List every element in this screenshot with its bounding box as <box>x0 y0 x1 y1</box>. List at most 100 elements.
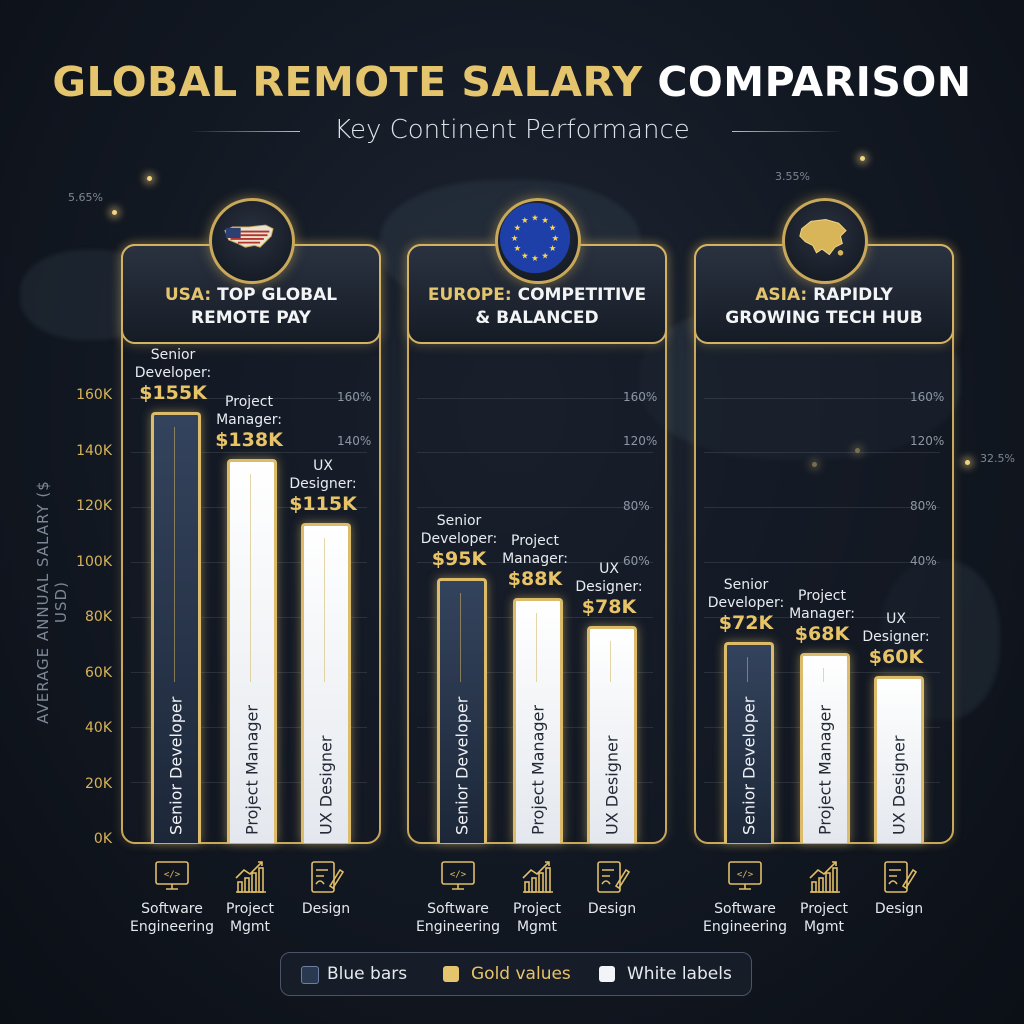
category-label: Project Mgmt <box>487 900 587 936</box>
panel-title: USA: TOP GLOBAL REMOTE PAY <box>123 284 379 330</box>
panel-title-accent: EUROPE: <box>427 285 512 305</box>
category-label-line: Software <box>714 901 776 917</box>
bar-label: UX Designer <box>602 735 622 835</box>
subtitle-divider-left <box>190 131 300 132</box>
category-label: Software Engineering <box>695 900 795 936</box>
category-label-line: Mgmt <box>516 919 558 935</box>
percent-label: 120% <box>623 434 658 448</box>
panel-usa: 160% 140% USA: TOP GLOBAL REMOTE PAY Senior… <box>121 198 381 844</box>
category-label-line: Project <box>800 901 848 917</box>
category-label: Software Engineering <box>122 900 222 936</box>
code-monitor-icon: </> <box>122 858 222 896</box>
percent-label: 40% <box>910 554 937 568</box>
grid-line <box>417 562 653 563</box>
category-label: Project Mgmt <box>200 900 300 936</box>
bar-role-label: Senior Developer: <box>701 576 791 612</box>
role-line: UX <box>886 610 906 627</box>
svg-text:★: ★ <box>514 243 521 253</box>
legend-swatch <box>301 966 319 984</box>
panel-title-accent: ASIA: <box>755 285 808 305</box>
bar-value-label: $60K <box>868 645 924 668</box>
page-title: GLOBAL REMOTE SALARY COMPARISON <box>0 58 1024 106</box>
bar-highlight <box>747 657 748 682</box>
category-label: Design <box>562 900 662 918</box>
bar-senior-developer: Senior Developer <box>151 411 201 843</box>
role-line: Senior <box>436 513 482 530</box>
svg-text:★: ★ <box>541 215 548 225</box>
code-monitor-icon: </> <box>695 858 795 896</box>
bar-label: UX Designer <box>316 735 336 835</box>
role-line: Designer: <box>862 628 930 645</box>
bar-value-label: $88K <box>507 567 563 590</box>
panel-europe: 160% 120% 80% 60% ★ ★ ★ ★ ★ ★ ★ ★ ★ ★ ★ ★ EUROPE: COMPET… <box>407 198 667 844</box>
role-line: Manager: <box>216 412 282 429</box>
bar-value-label: $155K <box>139 381 207 404</box>
glow-dot <box>860 156 865 161</box>
bar-highlight <box>536 612 537 682</box>
percent-label: 60% <box>623 554 650 568</box>
category-code-monitor: </> Software Engineering <box>695 858 795 936</box>
legend-label: Gold values <box>471 964 571 984</box>
role-line: Developer: <box>134 364 212 381</box>
category-design-document: Design <box>849 858 949 918</box>
svg-text:★: ★ <box>531 212 538 222</box>
bar-highlight <box>460 593 461 682</box>
panel-title-line2: & BALANCED <box>475 308 599 328</box>
role-line: Project <box>511 532 559 549</box>
bar-value-label: $138K <box>215 429 283 452</box>
subtitle-row: Key Continent Performance <box>0 113 1024 153</box>
grid-line <box>417 398 653 399</box>
panel-header: ASIA: RAPIDLY GROWING TECH HUB <box>694 198 954 344</box>
panel-title-rest: COMPETITIVE <box>517 285 647 305</box>
category-label: Design <box>276 900 376 918</box>
legend-label: White labels <box>627 964 732 984</box>
category-label-line: Engineering <box>130 919 214 935</box>
bar-role-label: UX Designer: <box>851 610 941 646</box>
y-tick-label: 60K <box>85 664 112 681</box>
category-growth-chart: Project Mgmt <box>487 858 587 936</box>
usa-map-icon <box>209 198 295 284</box>
legend: Blue bars Gold values White labels <box>280 952 752 996</box>
category-growth-chart: Project Mgmt <box>774 858 874 936</box>
category-label-line: Design <box>874 901 924 917</box>
category-label-line: Project <box>513 901 561 917</box>
bar-label: Project Manager <box>528 705 548 835</box>
panel-title-rest: RAPIDLY <box>813 285 893 305</box>
role-line: Designer: <box>575 578 643 595</box>
decor-percent: 32.5% <box>980 452 1015 465</box>
bar-value-label: $72K <box>718 612 774 635</box>
role-line: UX <box>313 457 333 474</box>
growth-chart-icon <box>487 858 587 896</box>
eu-flag-icon: ★ ★ ★ ★ ★ ★ ★ ★ ★ ★ ★ ★ <box>495 198 581 284</box>
panel-title-line2: GROWING TECH HUB <box>725 308 923 328</box>
page-subtitle: Key Continent Performance <box>334 115 690 145</box>
bar-role-label: Project Manager: <box>777 587 867 623</box>
code-monitor-icon: </> <box>408 858 508 896</box>
category-label: Software Engineering <box>408 900 508 936</box>
grid-line <box>417 452 653 453</box>
bar-project-manager: Project Manager <box>800 653 850 843</box>
grid-line <box>704 617 940 618</box>
design-document-icon <box>276 858 376 896</box>
y-tick-label: 20K <box>85 775 112 792</box>
category-growth-chart: Project Mgmt <box>200 858 300 936</box>
svg-text:★: ★ <box>511 233 518 243</box>
svg-text:</>: </> <box>737 870 754 880</box>
grid-line <box>704 562 940 563</box>
panel-title: EUROPE: COMPETITIVE & BALANCED <box>409 284 665 330</box>
glow-dot <box>147 176 152 181</box>
bar-value-label: $68K <box>794 623 850 646</box>
bar-senior-developer: Senior Developer <box>437 578 487 843</box>
category-code-monitor: </> Software Engineering <box>408 858 508 936</box>
title-gold-part: GLOBAL REMOTE SALARY <box>52 58 643 106</box>
panel-header: ★ ★ ★ ★ ★ ★ ★ ★ ★ ★ ★ ★ EUROPE: COMPETITIVE & BALANCE… <box>407 198 667 344</box>
design-document-icon <box>562 858 662 896</box>
growth-chart-icon <box>200 858 300 896</box>
legend-item-gold: Gold values <box>443 964 571 984</box>
role-line: Senior <box>723 577 769 594</box>
bar-role-label: UX Designer: <box>564 560 654 596</box>
bar-label: Senior Developer <box>166 696 186 835</box>
growth-chart-icon <box>774 858 874 896</box>
grid-line <box>417 507 653 508</box>
bar-value-label: $115K <box>289 492 357 515</box>
